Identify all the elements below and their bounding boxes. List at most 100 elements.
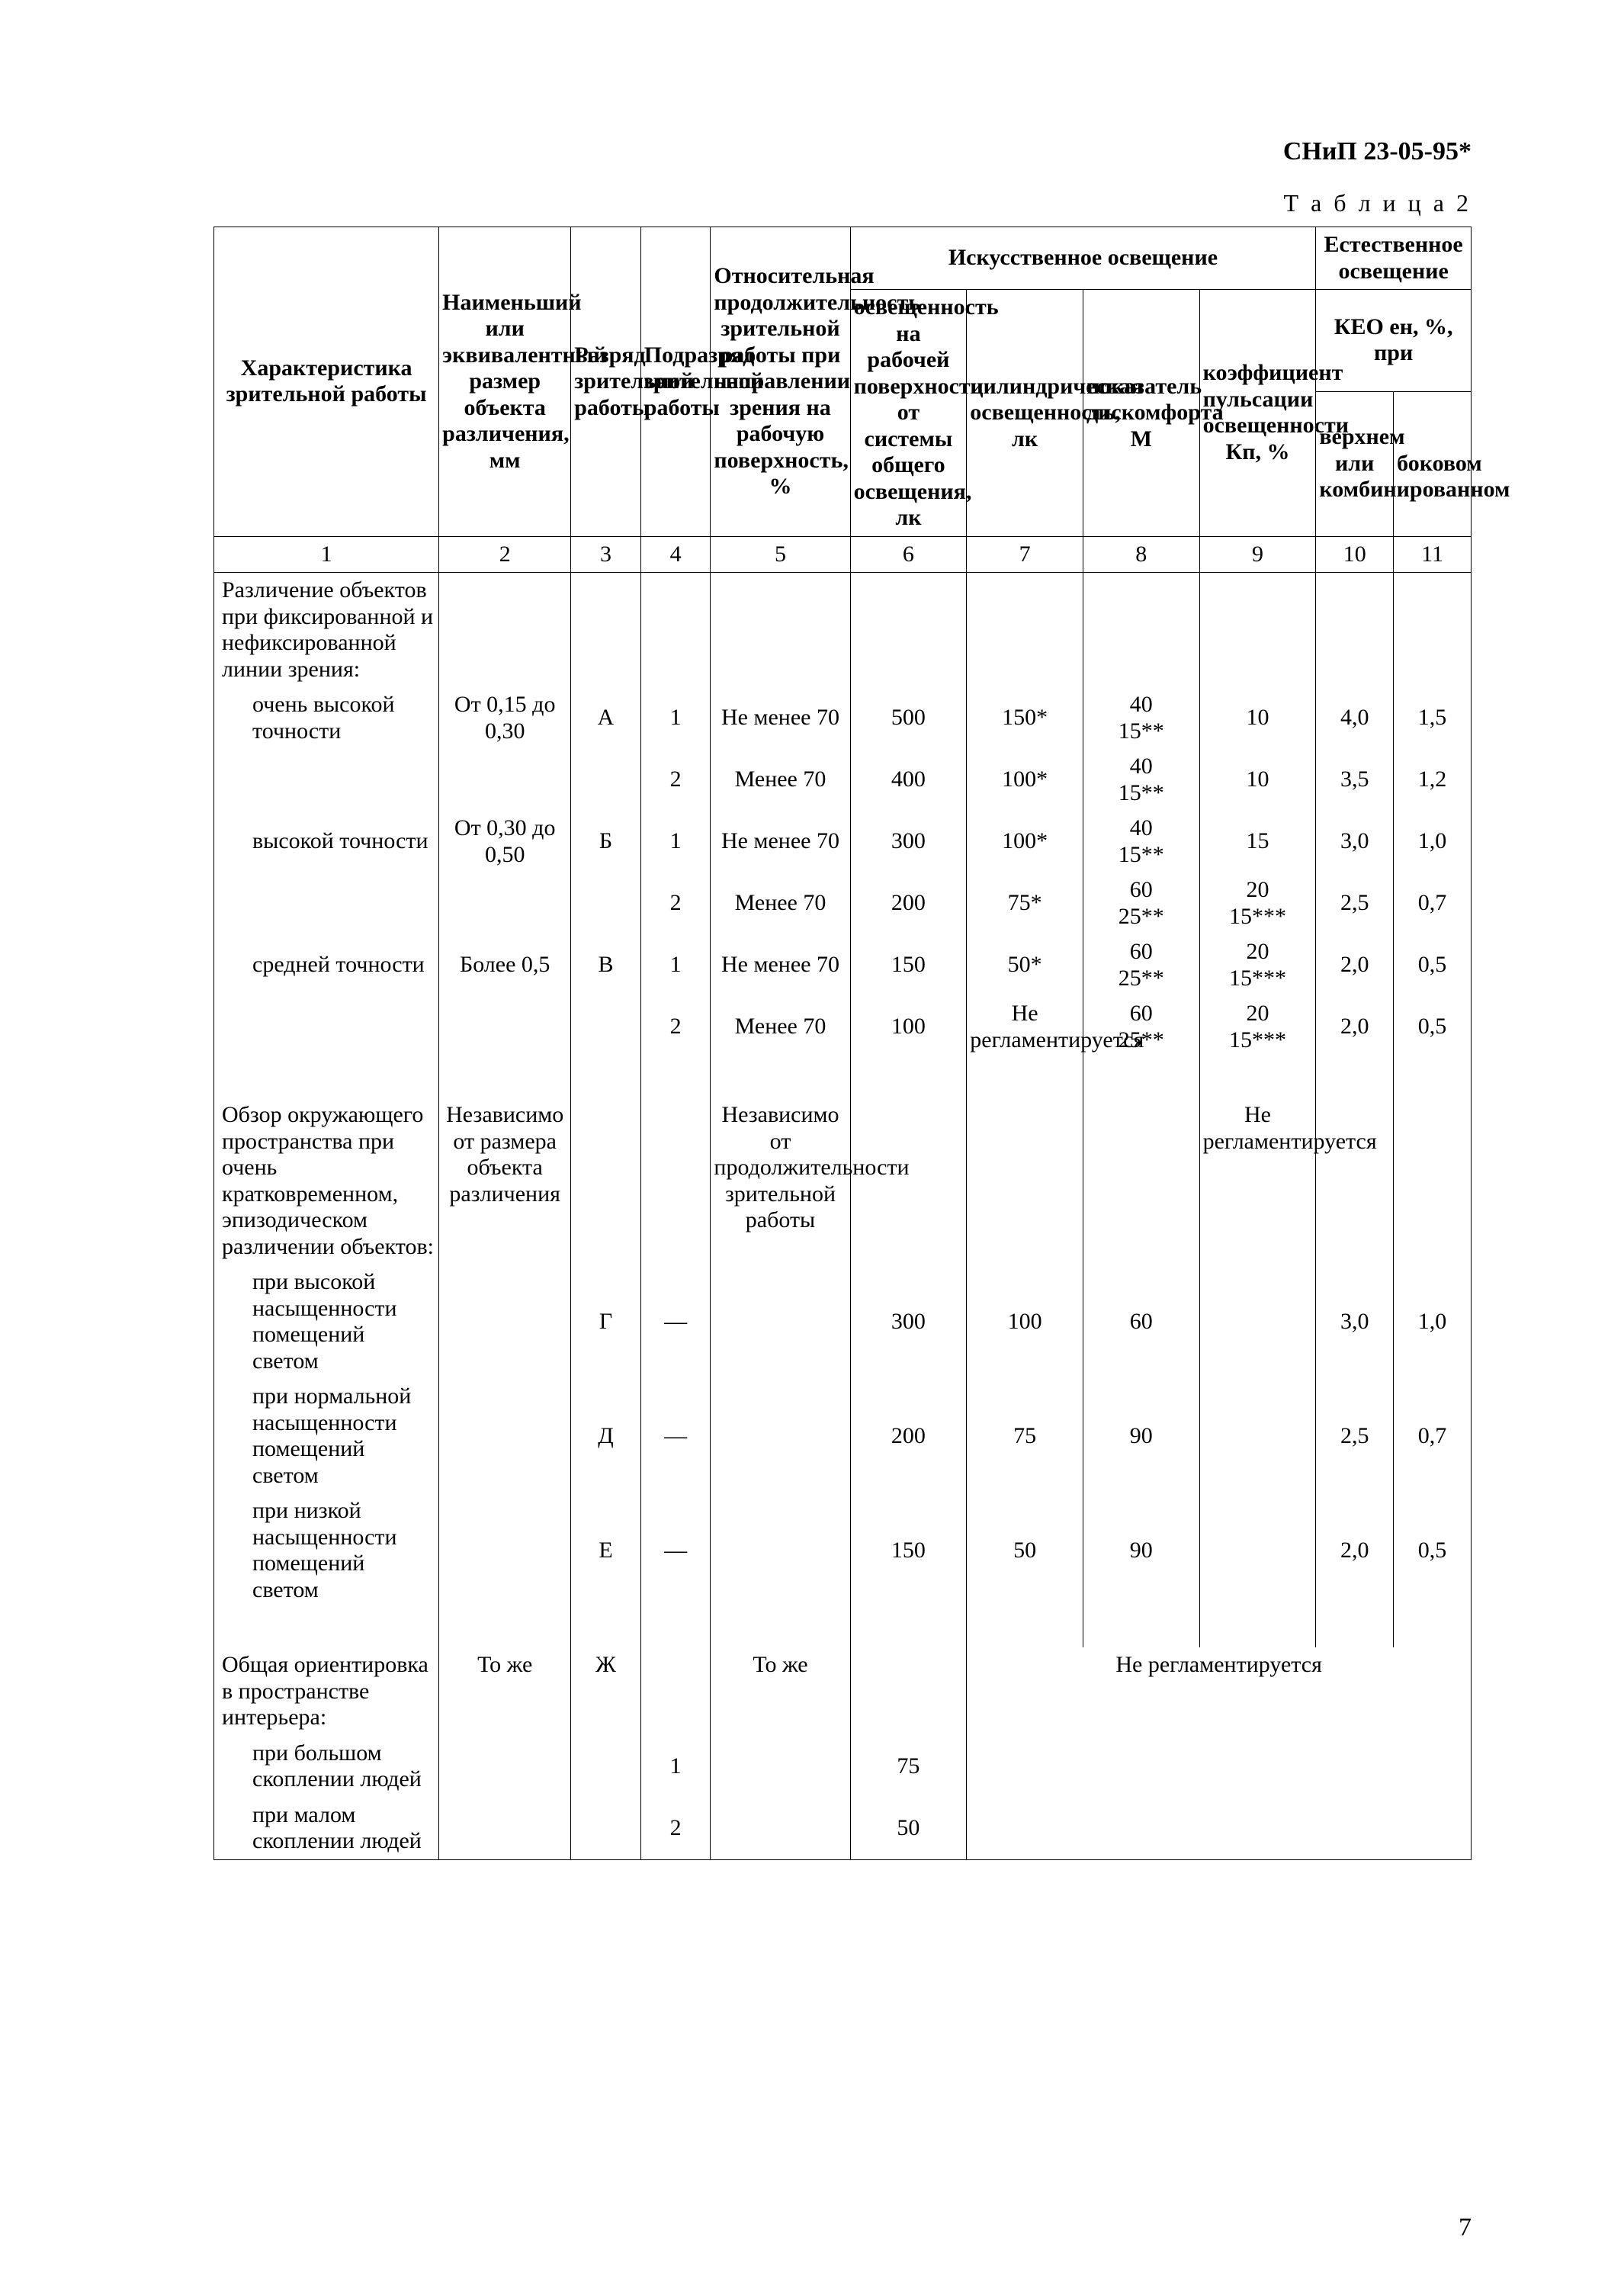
colnum: 3 (571, 536, 641, 573)
cell-cyl: 50 (967, 1493, 1083, 1608)
col-characteristic: Характеристика зрительной работы (214, 227, 439, 537)
row-label: при большом скоплении людей (214, 1736, 439, 1798)
cell-not-regulated: Не регламентируется (967, 1647, 1472, 1736)
colnum: 9 (1199, 536, 1316, 573)
document-code: СНиП 23-05-95* (213, 137, 1472, 166)
cell-e: 300 (850, 811, 967, 872)
cell-keo-b: 0,5 (1394, 934, 1472, 996)
table-row (214, 1608, 1472, 1647)
cell-kp: 10 (1199, 749, 1316, 811)
cell-sub: 1 (640, 811, 711, 872)
colnum: 10 (1316, 536, 1394, 573)
table-caption: Т а б л и ц а 2 (213, 189, 1472, 217)
cell-dur: Не менее 70 (711, 934, 850, 996)
cell-kp: Не регламентируется (1199, 1097, 1316, 1265)
row-label: очень высокой точности (214, 687, 439, 749)
table-row: при нормальной насыщенности помещений св… (214, 1379, 1472, 1493)
cell-dur: Менее 70 (711, 996, 850, 1058)
column-numbers-row: 1 2 3 4 5 6 7 8 9 10 11 (214, 536, 1472, 573)
cell-keo-b: 0,7 (1394, 1379, 1472, 1493)
cell-keo-v: 2,5 (1316, 1379, 1394, 1493)
cell-grade: А (571, 687, 641, 749)
cell-sub: — (640, 1493, 711, 1608)
row-label: при высокой насыщенности помещений свето… (214, 1265, 439, 1379)
col-pulsation: коэффициент пульсации освещенности Кп, % (1199, 290, 1316, 537)
col-natural-group: Естественное освещение (1316, 227, 1472, 290)
cell-cyl: 100* (967, 749, 1083, 811)
cell-sub: 2 (640, 872, 711, 934)
block2-title: Обзор окружающего пространства при очень… (214, 1097, 439, 1265)
col-illuminance: освещенность на рабочей поверхности от с… (850, 290, 967, 537)
cell-size: То же (439, 1647, 571, 1736)
cell-grade: Ж (571, 1647, 641, 1736)
row-label: при нормальной насыщенности помещений св… (214, 1379, 439, 1493)
cell-cyl: Не регламентируется (967, 996, 1083, 1058)
table-row (214, 1058, 1472, 1097)
cell-e: 400 (850, 749, 967, 811)
cell-dur: Не менее 70 (711, 687, 850, 749)
cell-keo-b: 0,5 (1394, 1493, 1472, 1608)
cell-disc: 60 25** (1083, 934, 1199, 996)
table-row: Различение объектов при фиксированной и … (214, 573, 1472, 688)
cell-e: 100 (850, 996, 967, 1058)
cell-dur: Независимо от продолжительности зрительн… (711, 1097, 850, 1265)
colnum: 7 (967, 536, 1083, 573)
cell-sub: 1 (640, 934, 711, 996)
cell-grade: Г (571, 1265, 641, 1379)
col-subgrade: Подразряд зрительной работы (640, 227, 711, 537)
cell-e: 150 (850, 934, 967, 996)
cell-keo-v: 2,5 (1316, 872, 1394, 934)
cell-disc: 90 (1083, 1493, 1199, 1608)
table-row: высокой точности От 0,30 до 0,50 Б 1 Не … (214, 811, 1472, 872)
table-header: Характеристика зрительной работы Наимень… (214, 227, 1472, 573)
cell-grade: Б (571, 811, 641, 872)
colnum: 6 (850, 536, 967, 573)
row-label: высокой точности (214, 811, 439, 872)
cell-disc: 60 25** (1083, 872, 1199, 934)
table-row: очень высокой точности От 0,15 до 0,30 А… (214, 687, 1472, 749)
cell-dur: Менее 70 (711, 872, 850, 934)
cell-e: 200 (850, 872, 967, 934)
colnum: 8 (1083, 536, 1199, 573)
col-keo-side: боковом (1394, 391, 1472, 536)
row-label: при малом скоплении людей (214, 1798, 439, 1860)
block3-title: Общая ориентировка в пространстве интерь… (214, 1647, 439, 1736)
cell-sub: 2 (640, 996, 711, 1058)
table-row: при низкой насыщенности помещений светом… (214, 1493, 1472, 1608)
cell-sub: 1 (640, 687, 711, 749)
row-label: при низкой насыщенности помещений светом (214, 1493, 439, 1608)
col-size: Наименьший или эквивалентный размер объе… (439, 227, 571, 537)
cell-kp: 15 (1199, 811, 1316, 872)
table-row: Обзор окружающего пространства при очень… (214, 1097, 1472, 1265)
cell-cyl: 50* (967, 934, 1083, 996)
colnum: 4 (640, 536, 711, 573)
cell-size: Независимо от размера объекта различения (439, 1097, 571, 1265)
cell-cyl: 75 (967, 1379, 1083, 1493)
cell-e: 150 (850, 1493, 967, 1608)
cell-keo-b: 0,7 (1394, 872, 1472, 934)
cell-keo-v: 2,0 (1316, 1493, 1394, 1608)
cell-keo-v: 2,0 (1316, 934, 1394, 996)
col-cylindrical: цилиндрическая освещенность, лк (967, 290, 1083, 537)
cell-keo-b: 0,5 (1394, 996, 1472, 1058)
cell-keo-b: 1,2 (1394, 749, 1472, 811)
cell-keo-v: 4,0 (1316, 687, 1394, 749)
cell-dur: Не менее 70 (711, 811, 850, 872)
col-artificial-group: Искусственное освещение (850, 227, 1316, 290)
cell-grade: Д (571, 1379, 641, 1493)
colnum: 11 (1394, 536, 1472, 573)
cell-cyl: 100* (967, 811, 1083, 872)
cell-e: 300 (850, 1265, 967, 1379)
cell-e: 200 (850, 1379, 967, 1493)
cell-keo-v: 3,0 (1316, 811, 1394, 872)
cell-keo-b: 1,5 (1394, 687, 1472, 749)
cell-e: 500 (850, 687, 967, 749)
colnum: 1 (214, 536, 439, 573)
table-row: 2 Менее 70 100 Не регламентируется 60 25… (214, 996, 1472, 1058)
row-label: средней точности (214, 934, 439, 996)
cell-size: Более 0,5 (439, 934, 571, 996)
cell-dur: То же (711, 1647, 850, 1736)
cell-kp: 20 15*** (1199, 934, 1316, 996)
table-row: при высокой насыщенности помещений свето… (214, 1265, 1472, 1379)
table-row: средней точности Более 0,5 В 1 Не менее … (214, 934, 1472, 996)
